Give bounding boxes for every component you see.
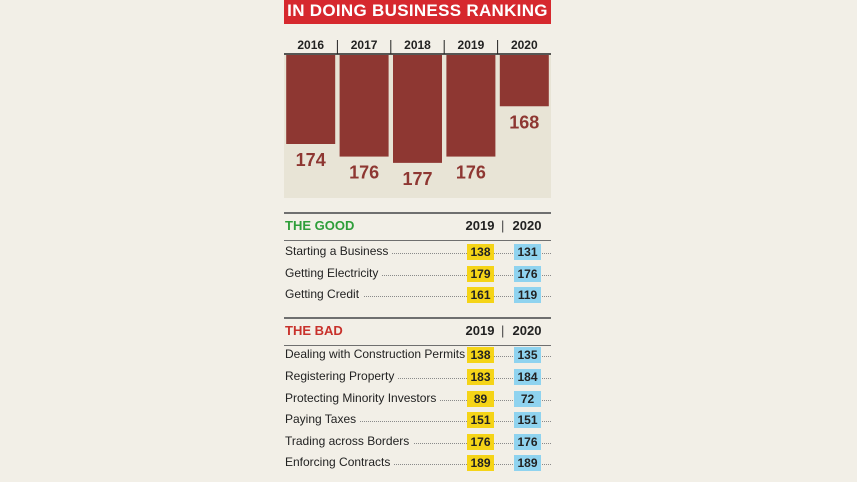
leader-dots [285,296,551,297]
value-2019: 89 [467,391,494,407]
indicator-label: Trading across Borders [285,434,414,448]
bad-row: Enforcing Contracts 189 189 [284,453,551,474]
bar [339,55,389,157]
value-2020: 135 [514,347,541,363]
bar [446,55,496,157]
value-2020: 151 [514,412,541,428]
bad-col-separator: | [501,323,505,338]
banner-title: IN DOING BUSINESS RANKING [284,0,551,24]
good-col-separator: | [501,218,505,233]
value-2019: 138 [467,244,494,260]
data-label: 174 [296,150,326,170]
bad-row: Trading across Borders 176 176 [284,432,551,453]
value-2019: 138 [467,347,494,363]
bad-row: Dealing with Construction Permits 138 13… [284,345,551,366]
leader-dots [285,421,551,422]
value-2019: 189 [467,455,494,471]
indicator-label: Protecting Minority Investors [285,391,441,405]
x-tick-label: 2016 [297,38,324,52]
value-2019: 161 [467,287,494,303]
value-2020: 184 [514,369,541,385]
data-label: 176 [456,163,486,183]
bar [499,55,549,107]
bar [393,55,442,163]
good-row: Getting Credit 161 119 [284,285,551,306]
value-2019: 183 [467,369,494,385]
ranking-bar-chart: 2016 174 2017 176 2018 177 2019 176 2020 168 [284,38,551,198]
data-label: 177 [402,169,432,189]
data-label: 168 [509,112,539,132]
leader-dots [285,378,551,379]
infographic-panel: IN DOING BUSINESS RANKING 2016 174 2017 176… [284,0,551,482]
indicator-label: Getting Credit [285,287,364,301]
good-col-2019: 2019 [465,218,495,233]
good-col-2020: 2020 [512,218,542,233]
value-2019: 151 [467,412,494,428]
value-2020: 176 [514,434,541,450]
bad-section-header: THE BAD 2019 | 2020 [284,317,551,346]
indicator-label: Paying Taxes [285,412,361,426]
x-tick-label: 2019 [458,38,485,52]
good-section-title: THE GOOD [285,218,355,233]
good-row: Getting Electricity 179 176 [284,264,551,285]
bad-row: Registering Property 183 184 [284,367,551,388]
good-section-header: THE GOOD 2019 | 2020 [284,212,551,241]
bad-row: Protecting Minority Investors 89 72 [284,389,551,410]
indicator-label: Starting a Business [285,244,393,258]
indicator-label: Dealing with Construction Permits [285,347,470,361]
indicator-label: Getting Electricity [285,266,383,280]
bad-col-2019: 2019 [465,323,495,338]
bad-section-title: THE BAD [285,323,343,338]
good-row: Starting a Business 138 131 [284,242,551,263]
bad-row: Paying Taxes 151 151 [284,410,551,431]
leader-dots [285,443,551,444]
value-2019: 176 [467,434,494,450]
x-tick-label: 2020 [511,38,538,52]
indicator-label: Registering Property [285,369,399,383]
indicator-label: Enforcing Contracts [285,455,395,469]
leader-dots [285,253,551,254]
leader-dots [285,275,551,276]
value-2020: 189 [514,455,541,471]
value-2020: 131 [514,244,541,260]
data-label: 176 [349,163,379,183]
x-tick-label: 2017 [351,38,378,52]
x-tick-label: 2018 [404,38,431,52]
bad-col-2020: 2020 [512,323,542,338]
leader-dots [285,464,551,465]
value-2019: 179 [467,266,494,282]
value-2020: 72 [514,391,541,407]
value-2020: 176 [514,266,541,282]
value-2020: 119 [514,287,541,303]
bar [286,55,336,144]
